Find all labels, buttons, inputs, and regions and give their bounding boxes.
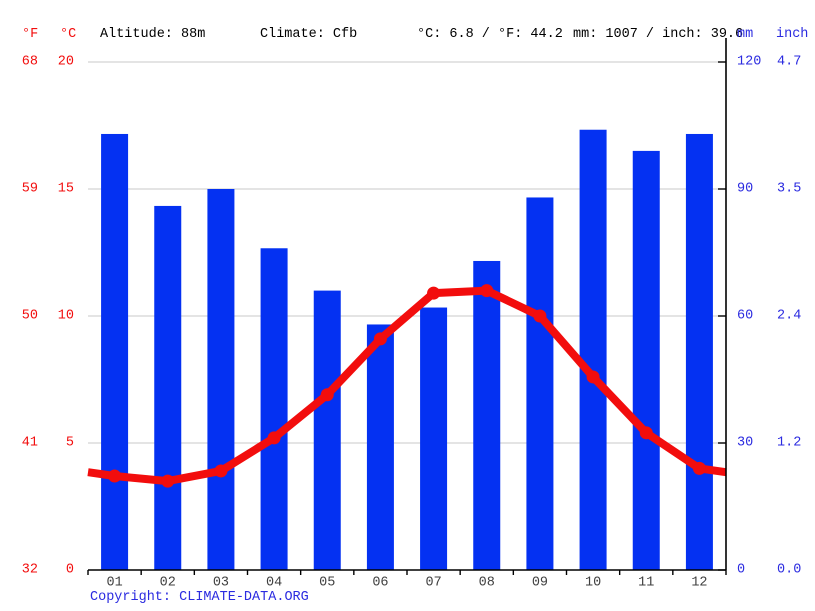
month-label-05: 05: [319, 576, 335, 591]
left-axis-c-label-5: 5: [66, 436, 74, 451]
month-label-02: 02: [160, 576, 176, 591]
right-axis-unit-inch: inch: [776, 27, 809, 42]
precip-bar-11: [632, 150, 660, 570]
annual-precipitation-label: mm: 1007 / inch: 39.6: [573, 27, 744, 42]
climate-class-label: Climate: Cfb: [260, 27, 358, 42]
left-axis-f-label-59: 59: [22, 182, 38, 197]
temperature-point-01: [108, 469, 122, 483]
right-axis-unit-mm: mm: [737, 27, 754, 42]
month-label-07: 07: [425, 576, 441, 591]
precip-bar-02: [154, 205, 182, 570]
temperature-point-12: [692, 461, 706, 475]
temperature-line: [87, 286, 727, 486]
temperature-point-05: [320, 388, 334, 402]
left-axis-c-label-10: 10: [58, 309, 74, 324]
temperature-point-08: [480, 284, 494, 298]
month-label-09: 09: [532, 576, 548, 591]
avg-temperature-label: °C: 6.8 / °F: 44.2: [417, 27, 563, 42]
right-axis-inch-label-0.0: 0.0: [777, 563, 801, 578]
precip-bar-12: [685, 133, 713, 570]
temperature-point-06: [373, 332, 387, 346]
temperature-point-09: [533, 309, 547, 323]
temperature-point-04: [267, 431, 281, 445]
left-axis-unit-fahrenheit: °F: [22, 27, 39, 42]
left-axis-f-label-41: 41: [22, 436, 38, 451]
copyright-label: Copyright:: [90, 590, 180, 605]
month-label-12: 12: [691, 576, 707, 591]
precip-bar-03: [207, 189, 235, 570]
right-axis-inch-label-2.4: 2.4: [777, 309, 801, 324]
temperature-point-10: [586, 370, 600, 384]
right-axis-mm-label-60: 60: [737, 309, 753, 324]
precip-bar-08: [473, 260, 501, 570]
copyright-link[interactable]: CLIMATE-DATA.ORG: [179, 590, 309, 605]
precip-bar-04: [260, 248, 288, 570]
copyright-line: Copyright: CLIMATE-DATA.ORG: [90, 590, 309, 605]
left-axis-c-label-20: 20: [58, 55, 74, 70]
left-axis-unit-celsius: °C: [60, 27, 77, 42]
month-label-06: 06: [372, 576, 388, 591]
temperature-point-11: [639, 426, 653, 440]
precip-bar-10: [579, 129, 607, 570]
right-axis-inch-label-4.7: 4.7: [777, 55, 801, 70]
right-axis-inch-label-3.5: 3.5: [777, 182, 801, 197]
precip-bar-01: [101, 133, 129, 570]
month-label-08: 08: [479, 576, 495, 591]
left-axis-c-label-0: 0: [66, 563, 74, 578]
temperature-point-07: [427, 286, 441, 300]
precip-bar-05: [313, 290, 341, 570]
month-label-11: 11: [638, 576, 654, 591]
right-axis-mm-label-120: 120: [737, 55, 761, 70]
month-label-04: 04: [266, 576, 282, 591]
right-axis-inch-label-1.2: 1.2: [777, 436, 801, 451]
right-axis-mm-label-90: 90: [737, 182, 753, 197]
month-label-01: 01: [106, 576, 122, 591]
month-label-10: 10: [585, 576, 601, 591]
precip-bar-09: [526, 197, 554, 570]
left-axis-f-label-32: 32: [22, 563, 38, 578]
right-axis-mm-label-0: 0: [737, 563, 745, 578]
precip-bar-07: [420, 307, 448, 570]
left-axis-f-label-50: 50: [22, 309, 38, 324]
temperature-point-02: [161, 474, 175, 488]
left-axis-c-label-15: 15: [58, 182, 74, 197]
month-label-03: 03: [213, 576, 229, 591]
precip-bar-06: [366, 324, 394, 570]
left-axis-f-label-68: 68: [22, 55, 38, 70]
temperature-point-03: [214, 464, 228, 478]
altitude-label: Altitude: 88m: [100, 27, 206, 42]
right-axis-mm-label-30: 30: [737, 436, 753, 451]
